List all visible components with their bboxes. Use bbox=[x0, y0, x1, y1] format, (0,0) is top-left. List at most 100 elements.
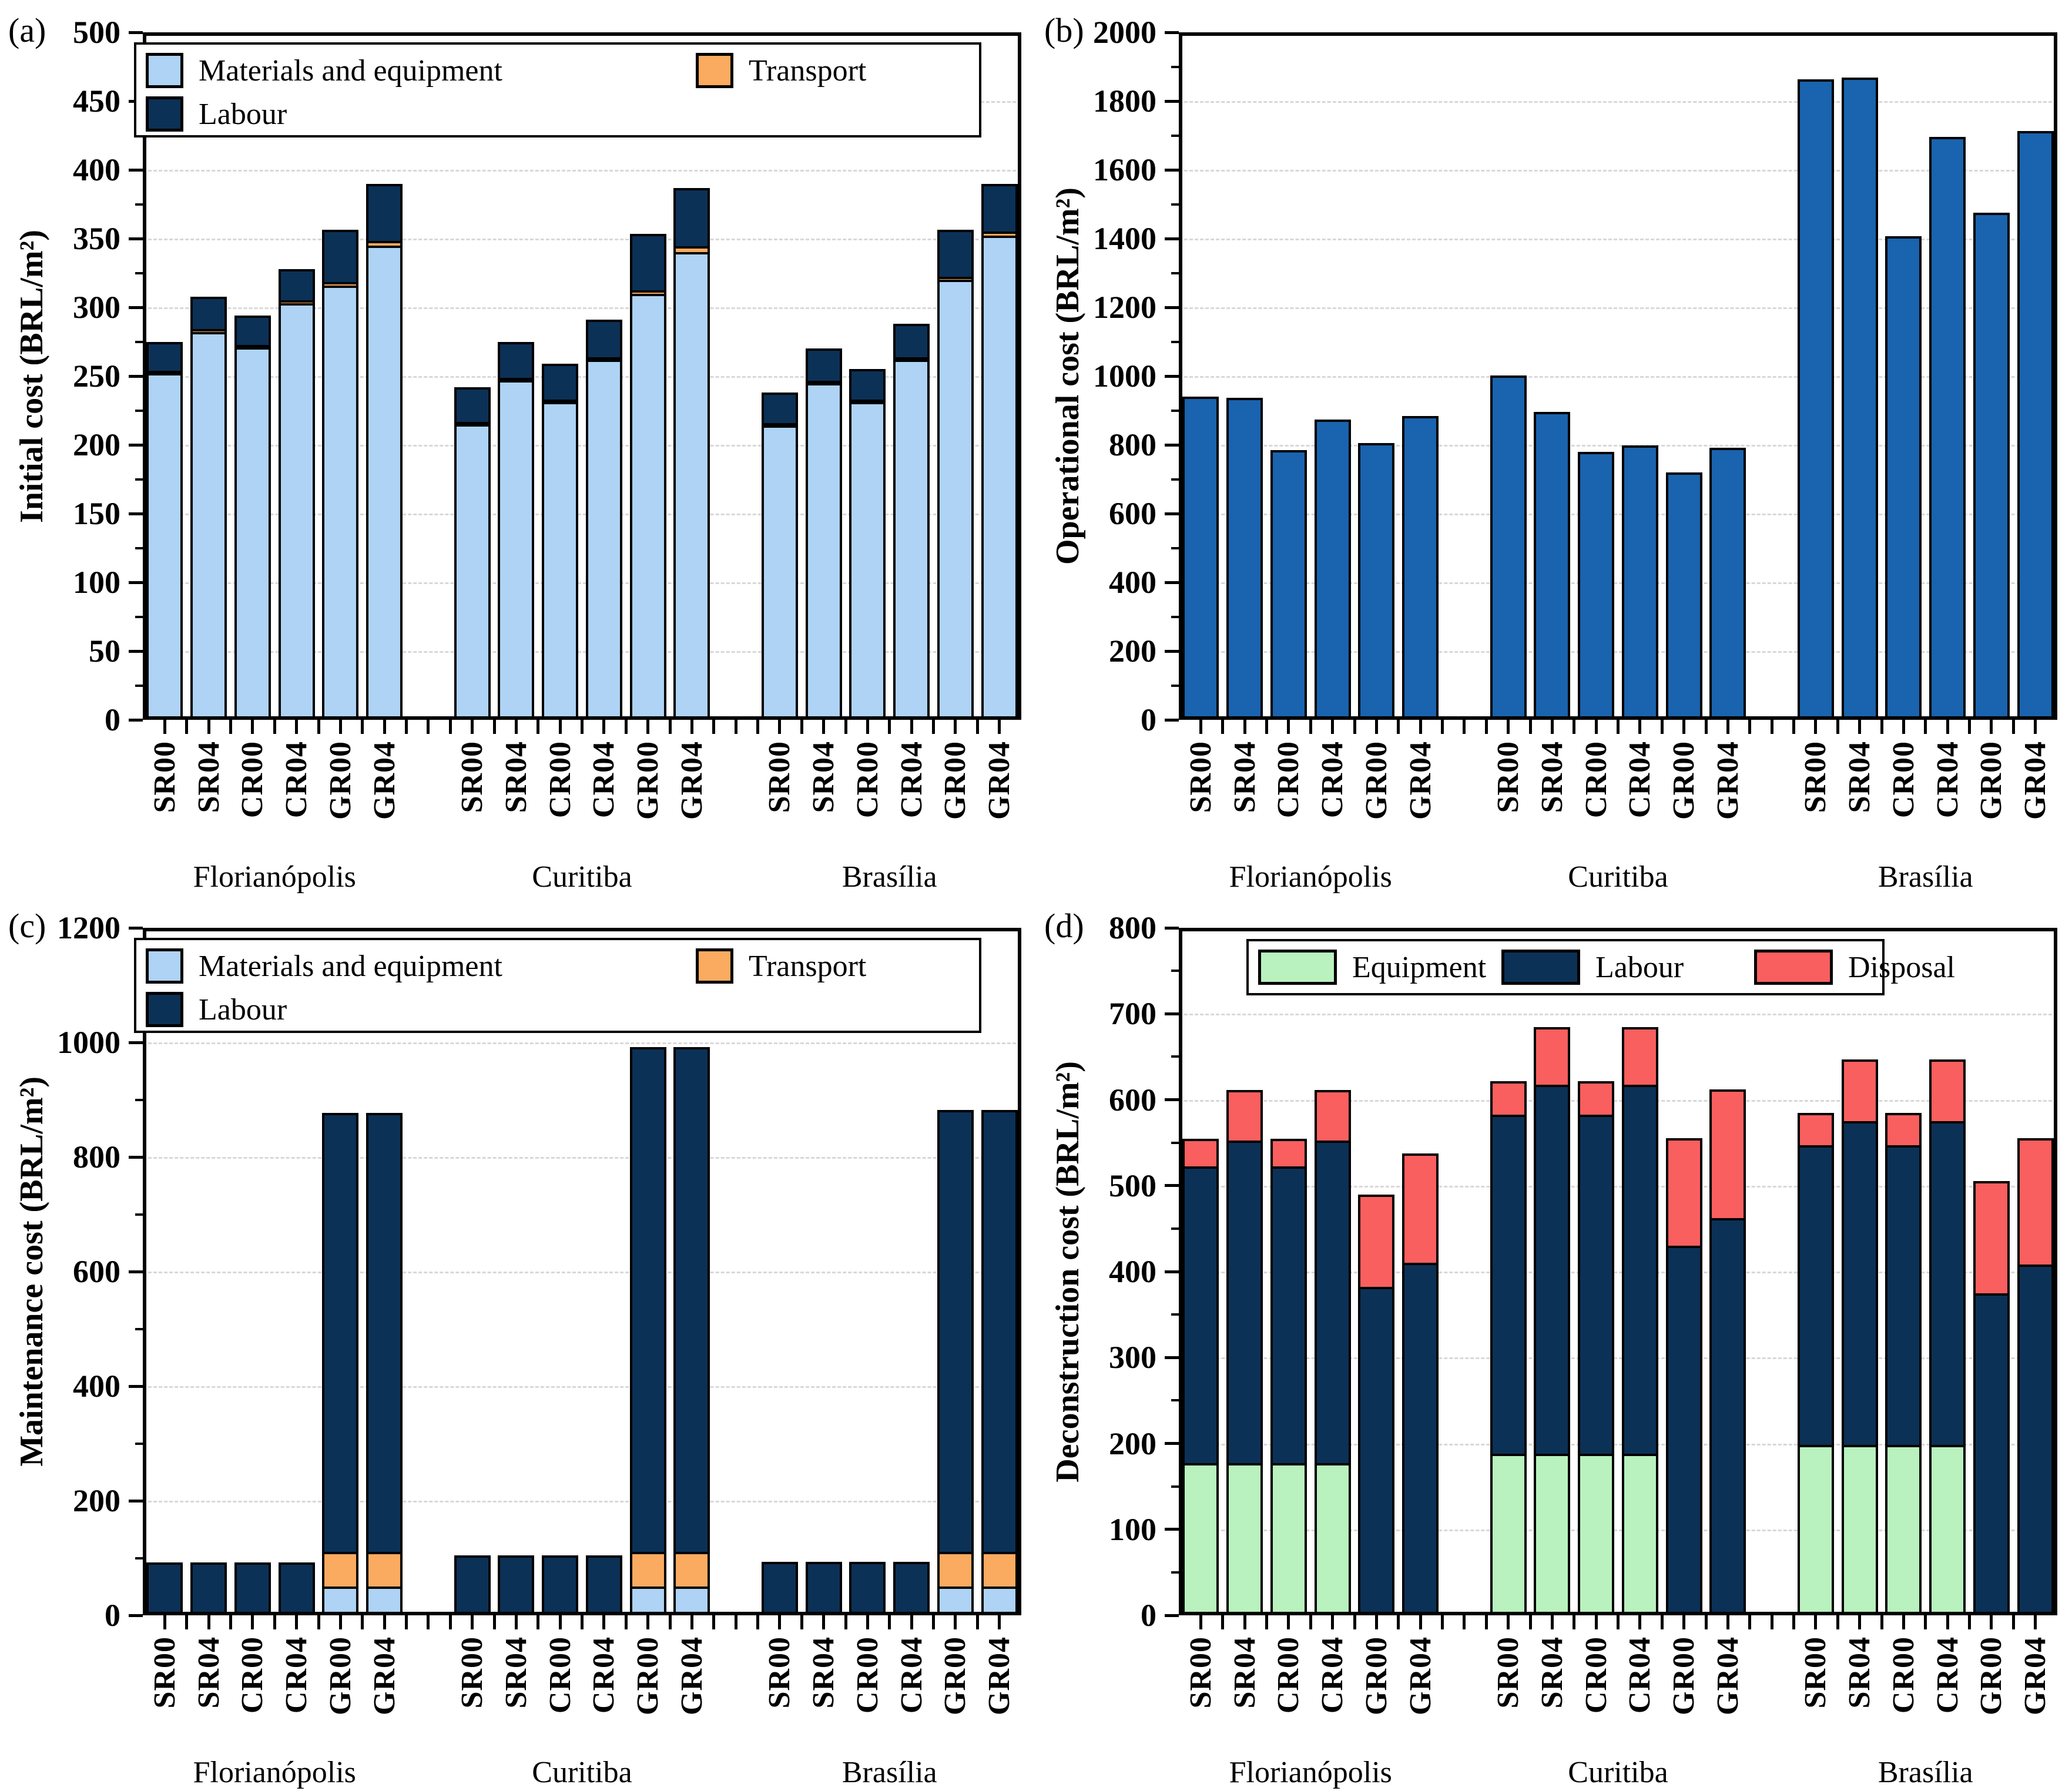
x-tick bbox=[1550, 1615, 1554, 1629]
bar-Florianópolis-SR04 bbox=[1226, 398, 1263, 720]
legend-label: Materials and equipment bbox=[199, 53, 502, 88]
x-category-label: GR04 bbox=[1403, 741, 1437, 820]
gridline bbox=[1179, 376, 2057, 378]
bar-segment-disposal bbox=[2017, 1138, 2054, 1267]
bar-segment-materials bbox=[322, 285, 359, 720]
bar-Brasília-GR00 bbox=[937, 1105, 974, 1615]
bar-Curitiba-SR00 bbox=[454, 1555, 491, 1615]
gridline bbox=[1179, 1185, 2057, 1188]
x-tick bbox=[229, 1615, 232, 1629]
x-tick bbox=[712, 720, 716, 734]
y-major-tick bbox=[1165, 237, 1179, 240]
x-category-label-box: SR04 bbox=[492, 741, 539, 858]
x-tick bbox=[1528, 1615, 1532, 1629]
x-category-label: GR00 bbox=[1667, 741, 1701, 820]
y-major-tick bbox=[129, 1499, 143, 1502]
bar-Florianópolis-GR00 bbox=[1358, 1192, 1395, 1615]
y-major-tick bbox=[1165, 1098, 1179, 1101]
gridline bbox=[1179, 1529, 2057, 1531]
group-label: Curitiba bbox=[1568, 1756, 1668, 1789]
y-major-tick bbox=[1165, 1356, 1179, 1359]
bar-segment-equipment bbox=[1578, 1454, 1615, 1615]
y-tick-label: 0 bbox=[105, 1598, 120, 1633]
x-tick bbox=[581, 1615, 584, 1629]
x-tick bbox=[1594, 720, 1598, 734]
bar-segment-labour bbox=[366, 1113, 403, 1554]
x-category-label: SR04 bbox=[1535, 1636, 1569, 1709]
x-category-label: SR00 bbox=[455, 1636, 489, 1709]
x-tick bbox=[1726, 720, 1729, 734]
gridline bbox=[143, 514, 1021, 515]
x-category-label: GR00 bbox=[1359, 741, 1393, 820]
bar-segment-labour bbox=[498, 341, 535, 381]
x-category-label: SR00 bbox=[1491, 741, 1525, 813]
x-tick bbox=[1484, 1615, 1488, 1629]
x-tick bbox=[1968, 720, 1971, 734]
x-category-label-box: SR04 bbox=[1221, 1636, 1268, 1754]
bar-segment-labour bbox=[673, 1047, 710, 1554]
x-category-label-box: GR00 bbox=[1968, 741, 2015, 858]
x-category-label-box: GR00 bbox=[1968, 1636, 2015, 1754]
gridline bbox=[1179, 1014, 2057, 1016]
x-category-label-box: SR00 bbox=[449, 1636, 496, 1754]
x-category-label: GR04 bbox=[2019, 741, 2053, 820]
y-tick-label: 600 bbox=[73, 1254, 120, 1289]
y-tick-label: 1400 bbox=[1093, 221, 1156, 256]
bar-segment-materials bbox=[146, 373, 183, 720]
bar-segment-disposal bbox=[1534, 1027, 1571, 1088]
x-category-label-box: SR04 bbox=[185, 741, 232, 858]
x-category-label: CR04 bbox=[1316, 1636, 1350, 1714]
y-major-tick bbox=[1165, 649, 1179, 653]
gridline bbox=[1179, 514, 2057, 515]
x-category-label: SR04 bbox=[807, 741, 841, 813]
bar-Curitiba-CR00 bbox=[1578, 452, 1615, 720]
y-major-tick bbox=[1165, 168, 1179, 172]
x-tick bbox=[338, 720, 342, 734]
bar-Curitiba-CR04 bbox=[585, 316, 622, 720]
x-tick bbox=[1550, 720, 1554, 734]
bar-Florianópolis-CR00 bbox=[1270, 1134, 1307, 1615]
x-tick bbox=[624, 720, 628, 734]
bar-segment-labour bbox=[1490, 1115, 1527, 1457]
bar-segment-transport bbox=[981, 1551, 1018, 1589]
y-minor-tick bbox=[1171, 1227, 1179, 1230]
x-tick bbox=[1638, 1615, 1642, 1629]
x-category-label-box: SR04 bbox=[800, 741, 847, 858]
x-tick bbox=[1858, 1615, 1862, 1629]
bar-segment-materials bbox=[629, 1587, 666, 1615]
x-category-label-box: GR00 bbox=[932, 1636, 979, 1754]
x-category-label-box: GR00 bbox=[625, 1636, 672, 1754]
x-tick bbox=[1748, 720, 1752, 734]
bar-segment-labour bbox=[2017, 1265, 2054, 1615]
y-tick-label: 400 bbox=[1109, 565, 1156, 600]
bar-Curitiba-CR04 bbox=[1621, 1022, 1658, 1615]
x-tick bbox=[1265, 1615, 1268, 1629]
y-major-tick bbox=[1165, 1012, 1179, 1015]
gridline bbox=[143, 1272, 1021, 1273]
x-category-label-box: CR00 bbox=[537, 1636, 584, 1754]
x-category-label-box: CR04 bbox=[273, 1636, 320, 1754]
legend-item-labour: Labour bbox=[1501, 950, 1684, 985]
bar-segment-operational bbox=[1929, 137, 1966, 720]
bar-segment-labour bbox=[1578, 1115, 1615, 1457]
x-tick bbox=[383, 1615, 386, 1629]
x-tick bbox=[1880, 720, 1883, 734]
gridline bbox=[143, 307, 1021, 309]
x-category-label: SR04 bbox=[1228, 1636, 1262, 1709]
x-category-label: CR00 bbox=[850, 1636, 884, 1714]
x-category-label-box: CR04 bbox=[273, 741, 320, 858]
x-category-label-box: CR04 bbox=[1924, 741, 1971, 858]
bar-Florianópolis-GR00 bbox=[322, 1108, 359, 1615]
group-label: Curitiba bbox=[1568, 860, 1668, 894]
x-tick bbox=[1353, 1615, 1356, 1629]
x-tick bbox=[317, 720, 320, 734]
bar-segment-labour bbox=[1973, 1293, 2010, 1615]
bar-segment-labour bbox=[146, 341, 183, 374]
x-category-label: CR04 bbox=[894, 741, 928, 819]
y-major-tick bbox=[129, 1041, 143, 1044]
x-tick bbox=[383, 720, 386, 734]
y-tick-label: 800 bbox=[1109, 427, 1156, 462]
x-tick bbox=[844, 720, 847, 734]
bar-segment-labour bbox=[1621, 1085, 1658, 1457]
bar-Curitiba-SR04 bbox=[1534, 1022, 1571, 1615]
